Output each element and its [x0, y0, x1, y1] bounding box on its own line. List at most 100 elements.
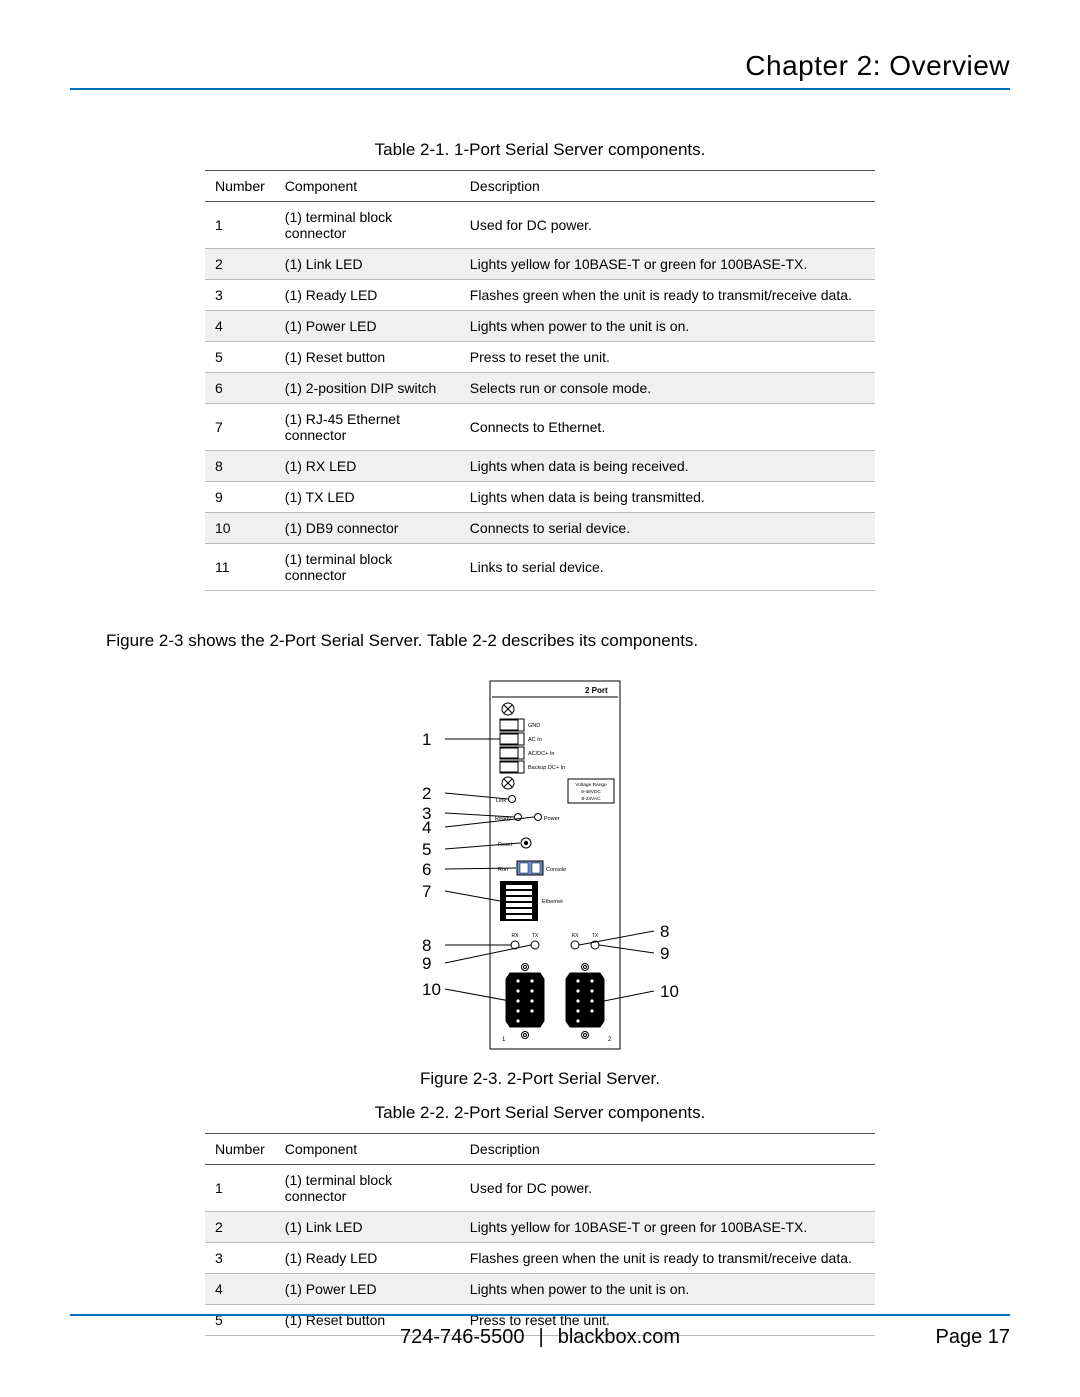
table-cell: Lights yellow for 10BASE-T or green for … [460, 1212, 875, 1243]
svg-text:Power: Power [544, 816, 560, 822]
table-cell: Press to reset the unit. [460, 342, 875, 373]
svg-text:8-24VAC: 8-24VAC [581, 796, 601, 802]
table-cell: (1) 2-position DIP switch [275, 373, 460, 404]
callout-number: 4 [422, 818, 431, 837]
table-cell: Connects to serial device. [460, 513, 875, 544]
table-cell: Connects to Ethernet. [460, 404, 875, 451]
callout-number: 8 [660, 922, 669, 941]
table-cell: Used for DC power. [460, 202, 875, 249]
figure-caption: Figure 2-3. 2-Port Serial Server. [70, 1069, 1010, 1089]
table-cell: (1) Link LED [275, 249, 460, 280]
callout-number: 1 [422, 730, 431, 749]
callout-number: 7 [422, 882, 431, 901]
table-cell: 3 [205, 280, 275, 311]
table-cell: 4 [205, 1274, 275, 1305]
svg-text:TX: TX [592, 933, 599, 939]
components-table-2: Number Component Description 1(1) termin… [205, 1133, 875, 1336]
table-row: 3(1) Ready LEDFlashes green when the uni… [205, 280, 875, 311]
table1-head-component: Component [275, 171, 460, 202]
table2-head-component: Component [275, 1134, 460, 1165]
svg-text:Backup DC+ In: Backup DC+ In [528, 765, 565, 771]
callout-number: 6 [422, 860, 431, 879]
table-cell: (1) Power LED [275, 311, 460, 342]
svg-text:AC In: AC In [528, 737, 542, 743]
svg-text:Console: Console [546, 867, 566, 873]
table-row: 2(1) Link LEDLights yellow for 10BASE-T … [205, 1212, 875, 1243]
table-cell: Lights when power to the unit is on. [460, 311, 875, 342]
table-cell: Lights when power to the unit is on. [460, 1274, 875, 1305]
table-cell: 1 [205, 202, 275, 249]
table-row: 5(1) Reset buttonPress to reset the unit… [205, 342, 875, 373]
table-cell: 3 [205, 1243, 275, 1274]
table-cell: (1) DB9 connector [275, 513, 460, 544]
table-row: 10(1) DB9 connectorConnects to serial de… [205, 513, 875, 544]
table-row: 2(1) Link LEDLights yellow for 10BASE-T … [205, 249, 875, 280]
table-cell: Used for DC power. [460, 1165, 875, 1212]
device-title: 2 Port [585, 686, 608, 695]
table-row: 1(1) terminal block connectorUsed for DC… [205, 202, 875, 249]
table-row: 3(1) Ready LEDFlashes green when the uni… [205, 1243, 875, 1274]
svg-text:RX: RX [572, 933, 580, 939]
components-table-1: Number Component Description 1(1) termin… [205, 170, 875, 591]
body-text: Figure 2-3 shows the 2-Port Serial Serve… [106, 631, 1010, 651]
table-cell: (1) Power LED [275, 1274, 460, 1305]
table2-caption: Table 2-2. 2-Port Serial Server componen… [70, 1103, 1010, 1123]
table-cell: 4 [205, 311, 275, 342]
table1-head-number: Number [205, 171, 275, 202]
table-cell: (1) Reset button [275, 342, 460, 373]
callout-number: 9 [422, 954, 431, 973]
table-cell: (1) Link LED [275, 1212, 460, 1243]
svg-text:Ethernet: Ethernet [542, 899, 563, 905]
table-cell: (1) Ready LED [275, 280, 460, 311]
table-cell: 2 [205, 1212, 275, 1243]
table-cell: (1) terminal block connector [275, 544, 460, 591]
page-number: Page 17 [935, 1326, 1010, 1349]
table-cell: 5 [205, 342, 275, 373]
table-cell: Lights yellow for 10BASE-T or green for … [460, 249, 875, 280]
table-cell: (1) RJ-45 Ethernet connector [275, 404, 460, 451]
footer-phone: 724-746-5500 [400, 1326, 525, 1349]
table-cell: Lights when data is being transmitted. [460, 482, 875, 513]
svg-text:Voltage Range: Voltage Range [575, 782, 607, 788]
table-cell: Selects run or console mode. [460, 373, 875, 404]
callout-number: 10 [422, 980, 441, 999]
table-cell: Flashes green when the unit is ready to … [460, 280, 875, 311]
table-cell: 1 [205, 1165, 275, 1212]
svg-text:GND: GND [528, 723, 540, 729]
table-cell: (1) RX LED [275, 451, 460, 482]
table2-head-number: Number [205, 1134, 275, 1165]
callout-number: 10 [660, 982, 679, 1001]
svg-text:TX: TX [532, 933, 539, 939]
callout-number: 9 [660, 944, 669, 963]
table-cell: 9 [205, 482, 275, 513]
table-cell: 11 [205, 544, 275, 591]
table-cell: (1) TX LED [275, 482, 460, 513]
table1-head-description: Description [460, 171, 875, 202]
figure-2-3-diagram: 2 Port GND AC In AC/DC+ In Backup DC+ In… [360, 675, 720, 1055]
table-cell: Flashes green when the unit is ready to … [460, 1243, 875, 1274]
svg-text:9-48VDC: 9-48VDC [581, 789, 601, 795]
table-cell: Lights when data is being received. [460, 451, 875, 482]
table-row: 9(1) TX LEDLights when data is being tra… [205, 482, 875, 513]
table-row: 6(1) 2-position DIP switchSelects run or… [205, 373, 875, 404]
table-cell: 10 [205, 513, 275, 544]
table-cell: 8 [205, 451, 275, 482]
table1-caption: Table 2-1. 1-Port Serial Server componen… [70, 140, 1010, 160]
svg-text:RX: RX [512, 933, 520, 939]
table-cell: (1) terminal block connector [275, 1165, 460, 1212]
table-cell: 2 [205, 249, 275, 280]
footer-site: blackbox.com [558, 1326, 680, 1349]
table-row: 4(1) Power LEDLights when power to the u… [205, 1274, 875, 1305]
table-cell: (1) Ready LED [275, 1243, 460, 1274]
footer-separator: | [539, 1326, 544, 1349]
chapter-title: Chapter 2: Overview [70, 50, 1010, 90]
svg-text:AC/DC+ In: AC/DC+ In [528, 751, 554, 757]
table-row: 1(1) terminal block connectorUsed for DC… [205, 1165, 875, 1212]
table-row: 7(1) RJ-45 Ethernet connectorConnects to… [205, 404, 875, 451]
callout-number: 8 [422, 936, 431, 955]
table-row: 4(1) Power LEDLights when power to the u… [205, 311, 875, 342]
page-footer: 724-746-5500 | blackbox.com Page 17 [70, 1314, 1010, 1349]
callout-number: 5 [422, 840, 431, 859]
table-cell: 7 [205, 404, 275, 451]
table-cell: (1) terminal block connector [275, 202, 460, 249]
